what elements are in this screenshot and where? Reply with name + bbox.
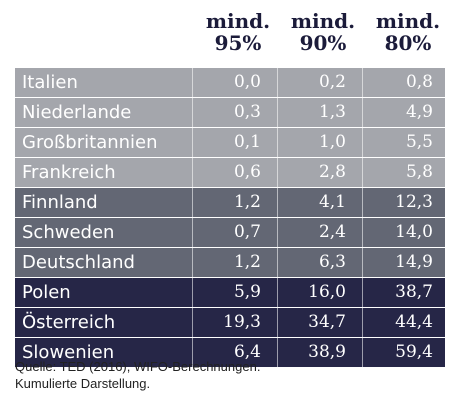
column-header-95-line1: mind. [205,9,271,33]
value-cell: 44,4 [395,312,433,332]
value-cell: 4,9 [405,102,433,122]
table-row: Finnland 1,2 4,1 12,3 [15,188,445,217]
value-cell: 34,7 [308,312,346,332]
value-cell: 14,9 [395,252,433,272]
column-separator [362,98,363,127]
table-row: Schweden 0,7 2,4 14,0 [15,218,445,247]
column-separator [192,308,193,337]
column-header-80: mind. 80% [370,10,446,54]
value-cell: 0,6 [233,162,261,182]
value-cell: 1,0 [318,132,346,152]
source-note: Quelle: TED (2016), WIFO-Berechnungen. K… [15,358,260,392]
table-row: Slowenien 6,4 38,9 59,4 [15,338,445,367]
column-separator [192,278,193,307]
column-separator [192,248,193,277]
table-row: Großbritannien 0,1 1,0 5,5 [15,128,445,157]
column-separator [192,68,193,97]
column-separator [277,158,278,187]
table-row: Niederlande 0,3 1,3 4,9 [15,98,445,127]
value-cell: 38,9 [308,342,346,362]
column-separator [192,158,193,187]
value-cell: 0,1 [233,132,261,152]
value-cell: 38,7 [395,282,433,302]
column-separator [362,248,363,277]
column-header-95: mind. 95% [200,10,276,54]
table-body: Italien 0,0 0,2 0,8 Niederlande 0,3 1,3 4,9 Groß… [15,68,445,367]
value-cell: 0,3 [233,102,261,122]
table-row: Italien 0,0 0,2 0,8 [15,68,445,97]
value-cell: 12,3 [395,192,433,212]
column-separator [192,338,193,367]
column-header-90: mind. 90% [285,10,361,54]
row-label: Frankreich [22,162,116,183]
value-cell: 19,3 [223,312,261,332]
column-separator [192,128,193,157]
row-label: Schweden [22,222,115,243]
table-row: Polen 5,9 16,0 38,7 [15,278,445,307]
column-separator [192,188,193,217]
row-label: Österreich [22,312,116,333]
value-cell: 6,4 [233,342,261,362]
value-cell: 2,8 [318,162,346,182]
column-separator [362,308,363,337]
column-separator [277,188,278,217]
table-header: mind. 95% mind. 90% mind. 80% [15,0,445,68]
row-label: Großbritannien [22,132,158,153]
column-header-80-line1: mind. [375,9,441,33]
value-cell: 0,2 [318,72,346,92]
data-table: mind. 95% mind. 90% mind. 80% Italien 0,0… [15,0,445,368]
column-header-90-line2: 90% [299,31,347,55]
row-label: Slowenien [22,342,115,363]
value-cell: 6,3 [318,252,346,272]
row-label: Italien [22,72,78,93]
value-cell: 5,9 [233,282,261,302]
value-cell: 0,8 [405,72,433,92]
value-cell: 2,4 [318,222,346,242]
column-separator [192,218,193,247]
row-label: Polen [22,282,71,303]
column-separator [277,68,278,97]
column-separator [277,128,278,157]
value-cell: 5,8 [405,162,433,182]
source-line: Quelle: TED (2016), WIFO-Berechnungen. [15,359,261,374]
column-separator [277,218,278,247]
note-line: Kumulierte Darstellung. [15,376,151,391]
column-header-90-line1: mind. [290,9,356,33]
column-separator [362,68,363,97]
column-header-95-line2: 95% [214,31,262,55]
column-separator [277,308,278,337]
column-separator [362,128,363,157]
column-separator [277,278,278,307]
column-separator [362,158,363,187]
column-separator [362,278,363,307]
column-separator [277,338,278,367]
value-cell: 1,2 [233,252,261,272]
column-separator [362,188,363,217]
row-label: Finnland [22,192,98,213]
value-cell: 1,2 [233,192,261,212]
column-separator [362,218,363,247]
column-separator [277,248,278,277]
table-row: Frankreich 0,6 2,8 5,8 [15,158,445,187]
value-cell: 1,3 [318,102,346,122]
value-cell: 5,5 [405,132,433,152]
value-cell: 14,0 [395,222,433,242]
column-header-80-line2: 80% [384,31,432,55]
column-separator [362,338,363,367]
row-label: Deutschland [22,252,135,273]
value-cell: 0,0 [233,72,261,92]
value-cell: 0,7 [233,222,261,242]
table-row: Deutschland 1,2 6,3 14,9 [15,248,445,277]
value-cell: 59,4 [395,342,433,362]
value-cell: 4,1 [318,192,346,212]
row-label: Niederlande [22,102,132,123]
column-separator [277,98,278,127]
table-row: Österreich 19,3 34,7 44,4 [15,308,445,337]
value-cell: 16,0 [308,282,346,302]
column-separator [192,98,193,127]
